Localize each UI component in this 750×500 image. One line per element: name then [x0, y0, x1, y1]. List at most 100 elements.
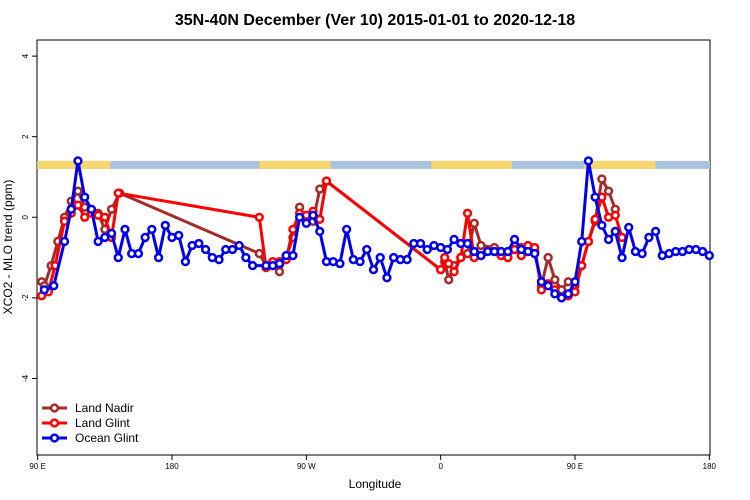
data-point — [530, 248, 540, 259]
y-tick-label: 4 — [21, 53, 30, 58]
x-tick-label: 180 — [165, 462, 179, 471]
land-band-0 — [37, 160, 111, 169]
data-point — [301, 218, 311, 228]
data-point — [590, 214, 600, 224]
y-tick-label: -2 — [21, 294, 30, 302]
data-point — [160, 220, 170, 230]
data-point — [39, 285, 50, 295]
x-tick-label: 90 W — [297, 462, 316, 471]
land-band-1 — [259, 160, 331, 169]
data-point — [113, 188, 123, 198]
data-point — [80, 192, 90, 202]
series-line — [43, 159, 711, 300]
data-point — [583, 156, 594, 166]
data-point — [597, 220, 607, 230]
data-point — [610, 226, 620, 237]
data-point — [100, 212, 110, 222]
data-point — [140, 232, 150, 243]
data-point — [113, 252, 123, 263]
data-point — [444, 258, 454, 269]
data-point — [321, 176, 332, 186]
x-tick-label: 180 — [703, 462, 717, 471]
chart-title: 35N-40N December (Ver 10) 2015-01-01 to … — [175, 12, 575, 29]
data-point — [444, 275, 454, 285]
data-point — [341, 224, 352, 235]
data-point — [543, 281, 553, 291]
data-point — [315, 226, 325, 237]
data-point — [49, 281, 59, 291]
data-point — [368, 265, 379, 275]
data-point — [274, 267, 285, 277]
data-point — [106, 228, 117, 239]
ocean-band — [37, 160, 710, 169]
data-point — [440, 252, 450, 263]
data-point — [288, 224, 298, 235]
data-point — [93, 236, 103, 247]
data-point — [577, 236, 587, 247]
data-point — [308, 210, 318, 220]
data-point — [100, 232, 110, 243]
x-tick-label: 90 E — [567, 462, 583, 471]
data-point — [180, 256, 191, 267]
data-point — [570, 277, 580, 287]
data-point — [442, 244, 453, 255]
data-point — [174, 230, 184, 241]
x-tick-label: 90 E — [29, 462, 45, 471]
data-point — [147, 224, 157, 235]
data-point — [469, 246, 479, 257]
data-point — [503, 246, 513, 257]
axes: -4 -2 0 2 4 90 E 180 90 W 0 90 E 180 — [21, 53, 717, 471]
data-point — [550, 289, 560, 299]
data-point — [462, 208, 473, 218]
y-tick-label: -4 — [21, 374, 30, 382]
land-ocean-mask-band — [37, 160, 710, 169]
legend-item: Land Nadir — [42, 401, 134, 415]
legend-item: Land Glint — [42, 416, 130, 430]
y-tick-label: 2 — [21, 134, 30, 139]
data-point — [556, 293, 567, 303]
legend-label: Ocean Glint — [75, 431, 139, 445]
data-point — [469, 218, 479, 228]
data-point — [536, 277, 547, 287]
data-point — [436, 265, 446, 275]
data-point — [234, 240, 244, 251]
data-point — [59, 236, 70, 247]
data-point — [550, 275, 560, 285]
data-point — [449, 234, 459, 245]
data-point — [274, 258, 285, 269]
data-point — [637, 248, 647, 259]
data-point — [66, 204, 76, 214]
data-point — [697, 246, 708, 257]
legend-label: Land Glint — [75, 416, 130, 430]
land-band-2 — [431, 160, 512, 169]
data-point — [509, 234, 520, 245]
data-point — [603, 186, 614, 196]
data-point — [214, 254, 224, 265]
data-point — [254, 248, 264, 259]
data-point — [375, 252, 385, 263]
data-point — [227, 244, 238, 255]
data-point — [73, 200, 83, 210]
series-ocean-glint — [39, 156, 714, 303]
data-point — [704, 250, 714, 261]
data-point — [543, 252, 553, 263]
data-point — [597, 174, 607, 184]
data-point — [590, 192, 600, 202]
data-point — [315, 184, 325, 194]
data-point — [194, 238, 204, 249]
data-point — [362, 244, 372, 255]
legend-marker — [49, 418, 60, 428]
legend-marker — [49, 403, 60, 413]
data-point — [603, 234, 614, 245]
data-point — [86, 204, 97, 214]
data-point — [294, 212, 305, 222]
data-point — [617, 232, 627, 243]
land-band-3 — [584, 160, 656, 169]
data-point — [456, 252, 466, 263]
data-point — [382, 273, 392, 283]
legend-marker — [49, 433, 60, 443]
data-point — [415, 238, 426, 249]
data-point — [610, 210, 620, 220]
